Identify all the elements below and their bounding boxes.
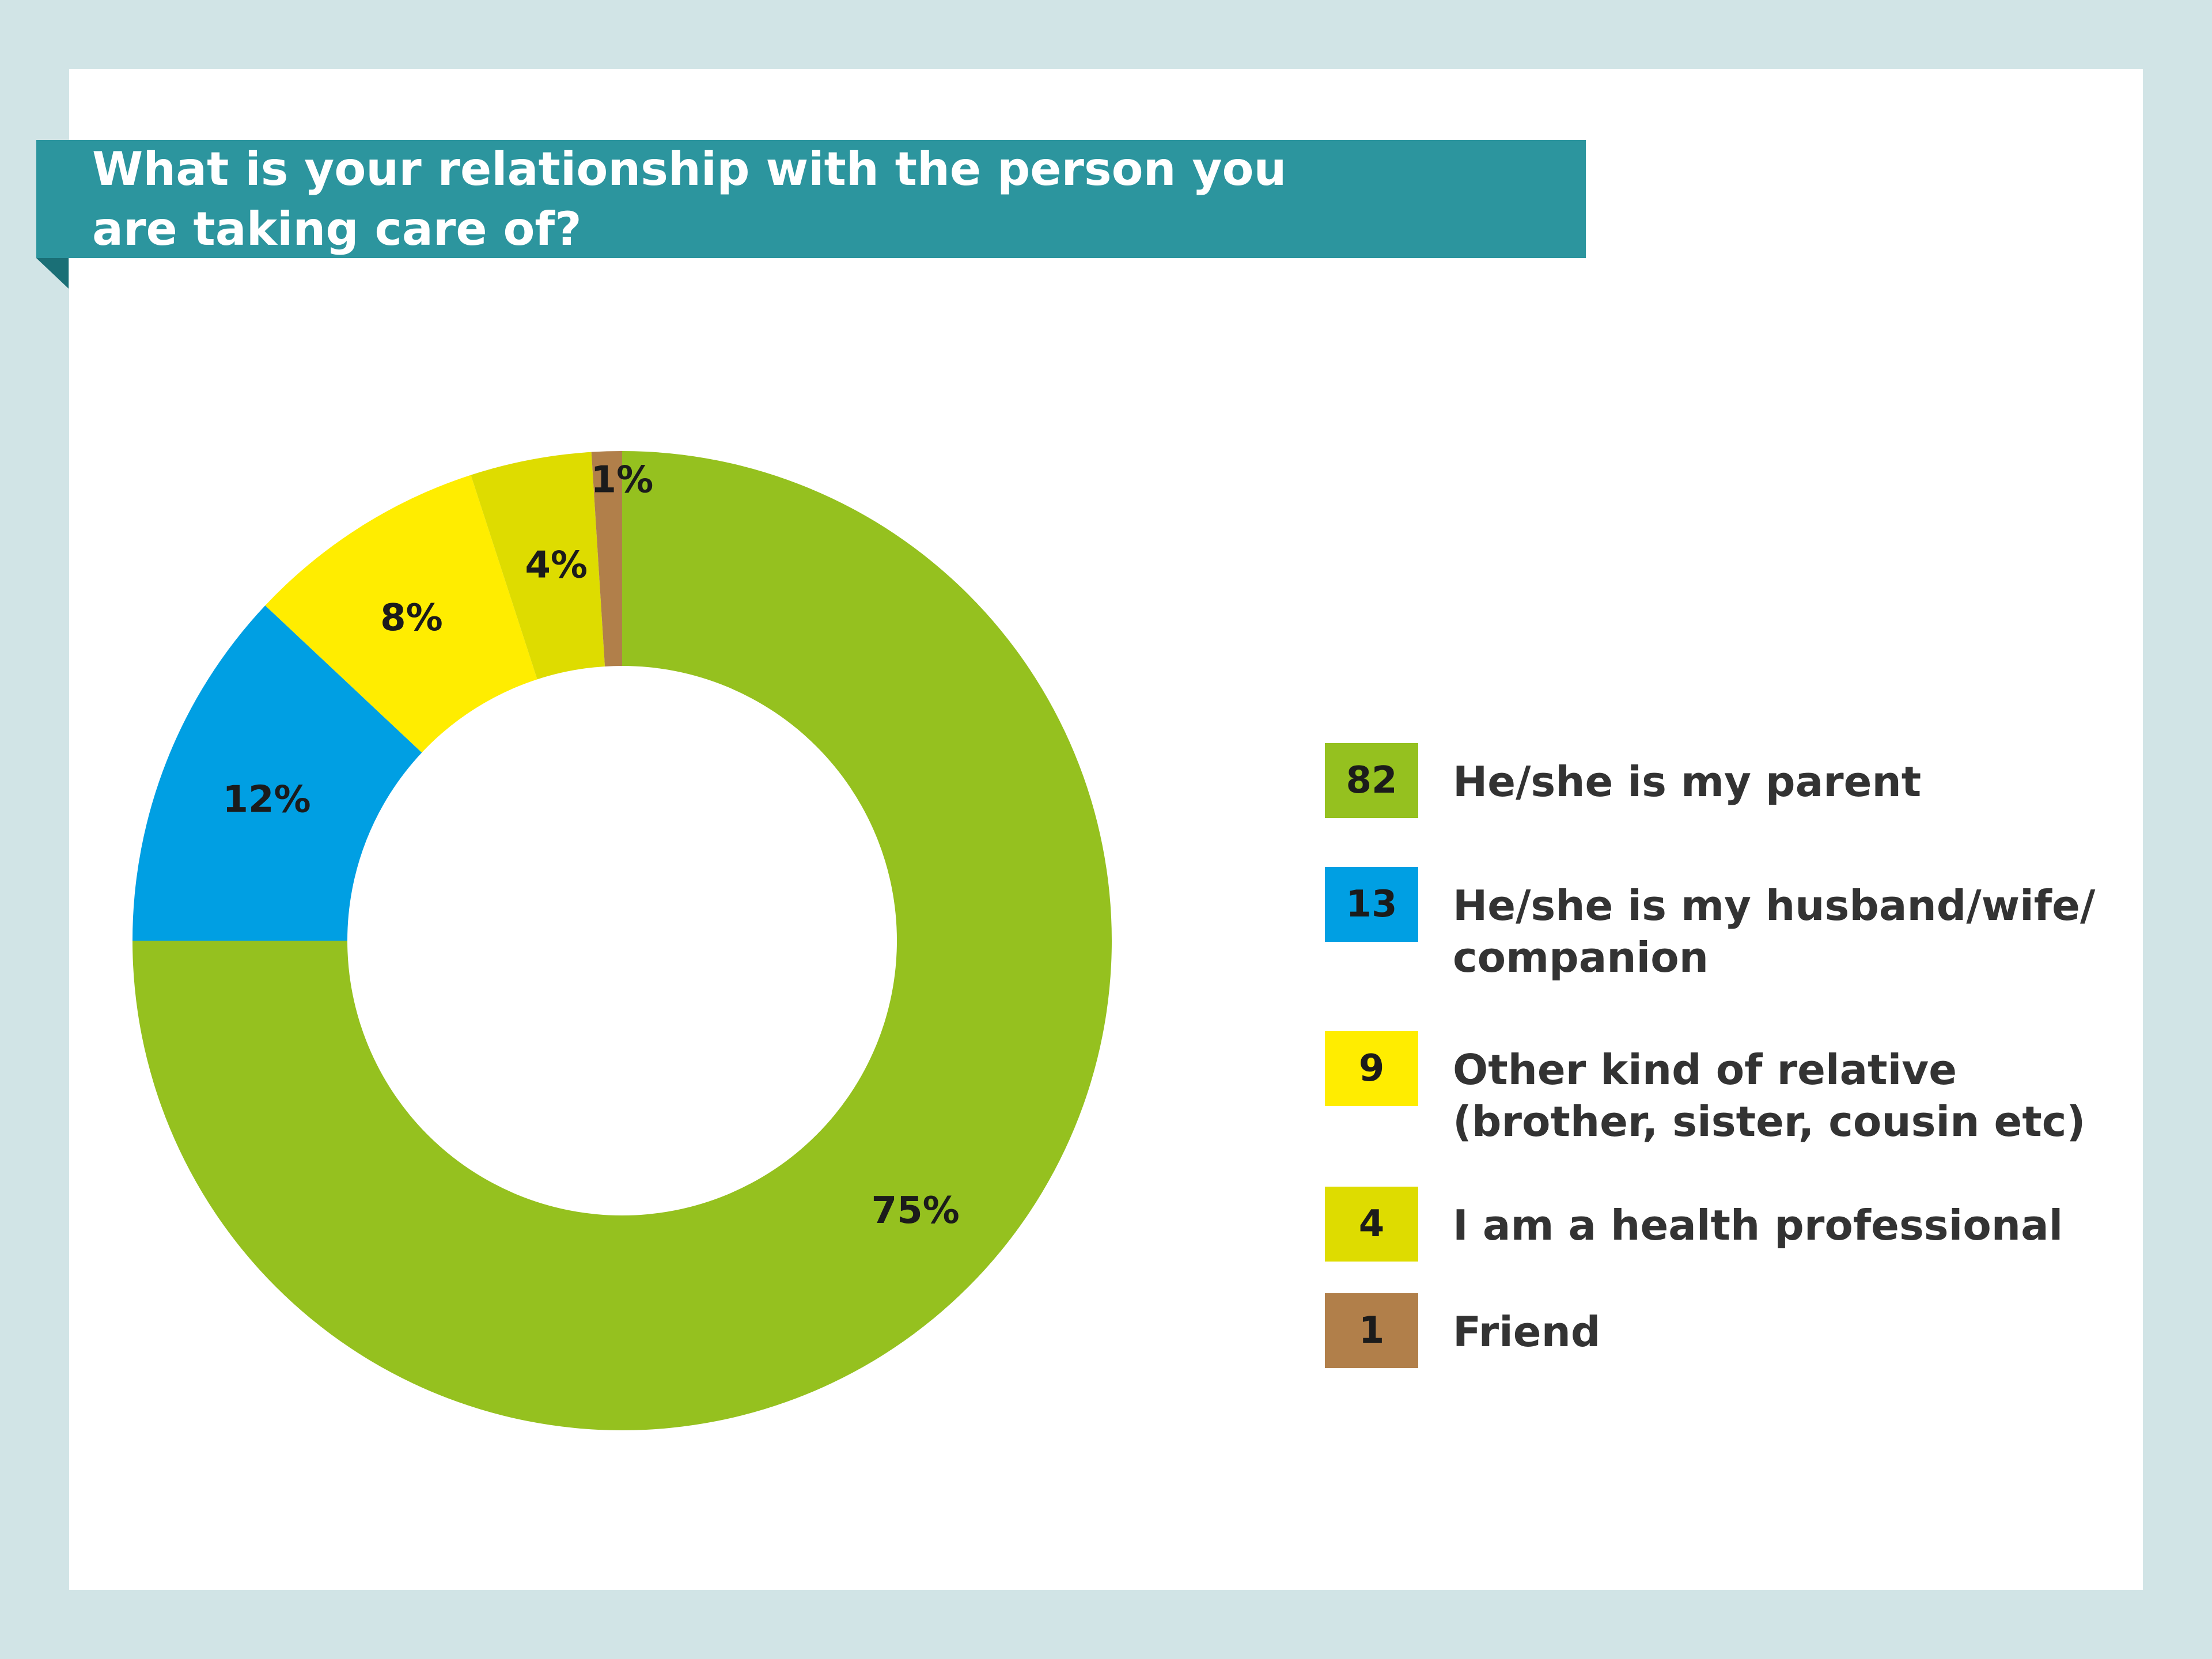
donut-slices	[132, 451, 1112, 1430]
donut-slice-5	[591, 451, 622, 666]
chart-title-line-2: are taking care of?	[92, 202, 582, 256]
title-banner-fold	[36, 258, 69, 289]
legend-label: Other kind of relative (brother, sister,…	[1453, 1046, 2086, 1146]
slice-percent-label: 4%	[525, 544, 588, 586]
title-banner	[36, 140, 1586, 258]
legend-label: He/she is my parent	[1453, 757, 1922, 806]
slice-percent-label: 75%	[872, 1190, 960, 1232]
legend-swatch-count: 4	[1325, 1187, 1418, 1262]
donut-slice-1	[132, 451, 1112, 1430]
legend-swatch-count: 13	[1325, 867, 1418, 942]
legend-label: I am a health professional	[1453, 1201, 2063, 1249]
chart-title-line-1: What is your relationship with the perso…	[92, 142, 1287, 196]
chart-title: What is your relationship with the perso…	[92, 140, 1475, 258]
legend-swatch-count: 1	[1325, 1293, 1418, 1368]
slice-percent-label: 1%	[591, 459, 654, 501]
donut-slice-2	[132, 605, 422, 941]
legend-label: He/she is my husband/wife/ companion	[1453, 881, 2096, 982]
donut-slice-labels: 75% 12% 8% 4% 1%	[222, 459, 959, 1232]
donut-slice-3	[265, 475, 537, 753]
donut-slice-4	[471, 452, 605, 680]
legend-swatch-count: 82	[1325, 743, 1418, 818]
legend-label: Friend	[1453, 1308, 1601, 1356]
legend-swatch-count: 9	[1325, 1031, 1418, 1106]
slice-percent-label: 8%	[380, 597, 443, 639]
slice-percent-label: 12%	[222, 779, 310, 821]
